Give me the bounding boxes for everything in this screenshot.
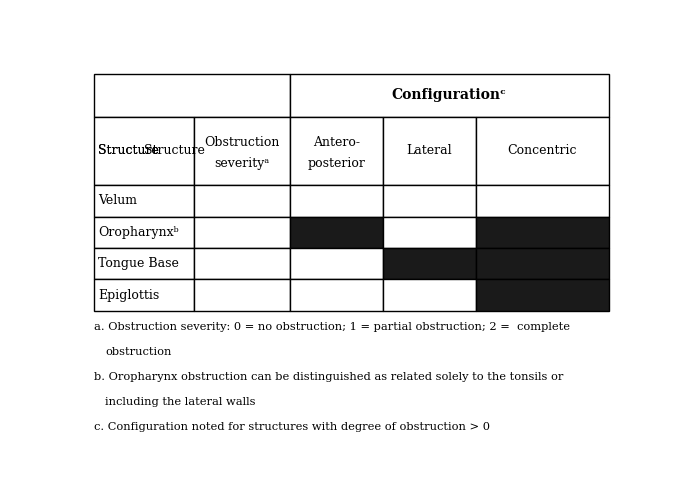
Text: severityᵃ: severityᵃ	[214, 157, 270, 170]
Text: Obstruction: Obstruction	[205, 136, 280, 149]
Bar	[290, 248, 383, 279]
Bar	[94, 185, 195, 216]
Text: including the lateral walls: including the lateral walls	[105, 397, 256, 407]
Bar	[383, 185, 476, 216]
Bar	[290, 216, 383, 248]
Bar	[195, 279, 290, 311]
Bar	[290, 117, 383, 185]
Text: Lateral: Lateral	[407, 144, 452, 157]
Bar	[195, 185, 290, 216]
Bar	[195, 216, 290, 248]
Text: Concentric: Concentric	[508, 144, 577, 157]
Bar	[290, 74, 608, 117]
Bar	[94, 74, 290, 117]
Bar	[94, 117, 195, 185]
Text: Structure: Structure	[144, 144, 205, 157]
Text: Configurationᶜ: Configurationᶜ	[392, 88, 507, 103]
Bar	[383, 117, 476, 185]
Text: Velum: Velum	[98, 194, 137, 207]
Bar	[94, 248, 195, 279]
Text: Antero-: Antero-	[313, 136, 360, 149]
Text: Tongue Base: Tongue Base	[98, 257, 179, 270]
Text: Oropharynxᵇ: Oropharynxᵇ	[98, 226, 179, 239]
Bar	[94, 279, 195, 311]
Bar	[476, 216, 608, 248]
Text: Structure: Structure	[98, 144, 159, 157]
Bar	[476, 248, 608, 279]
Bar	[195, 248, 290, 279]
Text: a. Obstruction severity: 0 = no obstruction; 1 = partial obstruction; 2 =  compl: a. Obstruction severity: 0 = no obstruct…	[94, 322, 570, 332]
Text: b. Oropharynx obstruction can be distinguished as related solely to the tonsils : b. Oropharynx obstruction can be disting…	[94, 372, 563, 382]
Text: posterior: posterior	[308, 157, 365, 170]
Text: obstruction: obstruction	[105, 347, 172, 357]
Text: Structure: Structure	[98, 144, 159, 157]
Bar	[476, 185, 608, 216]
Bar	[290, 185, 383, 216]
Bar	[383, 216, 476, 248]
Text: c. Configuration noted for structures with degree of obstruction > 0: c. Configuration noted for structures wi…	[94, 422, 490, 432]
Bar	[94, 216, 195, 248]
Text: Epiglottis: Epiglottis	[98, 288, 159, 301]
Bar	[476, 117, 608, 185]
Bar	[290, 279, 383, 311]
Bar	[476, 279, 608, 311]
Bar	[383, 248, 476, 279]
Bar	[195, 117, 290, 185]
Bar	[383, 279, 476, 311]
